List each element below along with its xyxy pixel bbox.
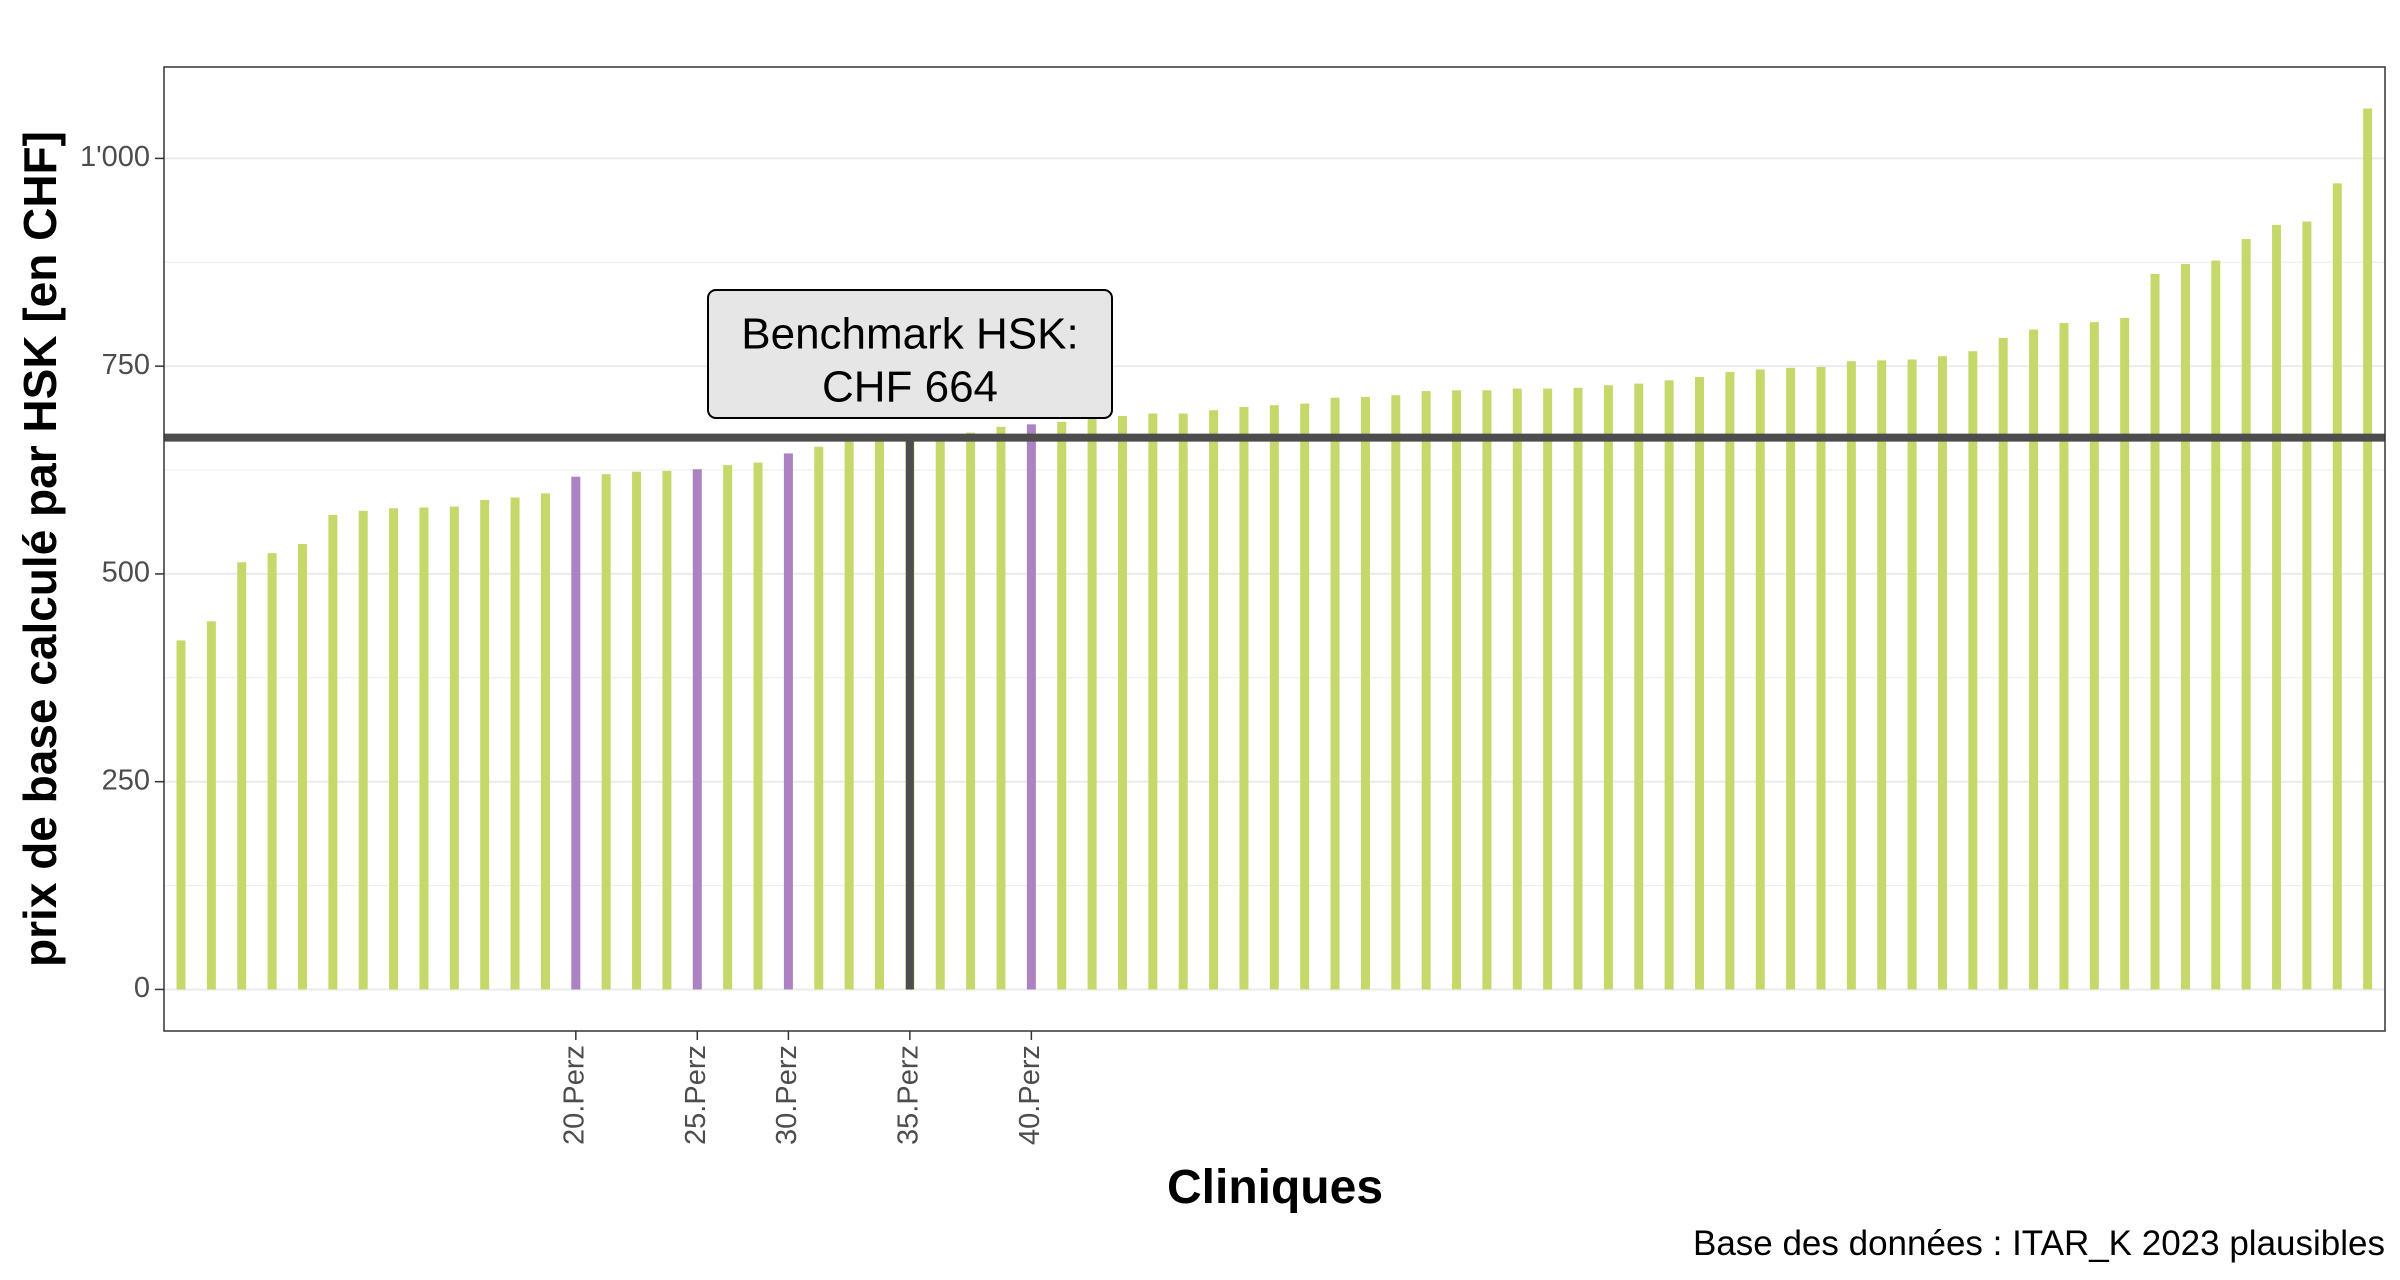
clinic-bar [844, 440, 854, 990]
clinic-bar [1937, 356, 1947, 990]
clinic-bar [814, 446, 824, 990]
percentile-bar [783, 453, 793, 990]
clinic-bar [328, 514, 338, 990]
benchmark-lines [164, 433, 2385, 990]
clinic-bar [1452, 390, 1462, 990]
clinic-bar [267, 553, 277, 990]
clinic-bar [1269, 405, 1279, 990]
benchmark-label-line1: Benchmark HSK: [741, 310, 1078, 359]
clinic-bar [1300, 403, 1310, 990]
percentile-bar [571, 476, 581, 990]
clinic-bar [1816, 367, 1826, 990]
clinic-bar [1755, 369, 1765, 990]
x-tick-label: 30.Perz [771, 1045, 803, 1145]
clinic-bar [1330, 397, 1340, 990]
clinic-bar [2089, 322, 2099, 990]
y-axis-title: prix de base calculé par HSK [en CHF] [14, 131, 66, 967]
clinic-bar [2059, 322, 2069, 990]
clinic-bar [176, 640, 186, 990]
clinic-bar [753, 462, 763, 990]
clinic-bar [1907, 359, 1917, 990]
clinic-bar [449, 506, 459, 990]
clinic-bar [2150, 273, 2160, 990]
clinic-bar [1512, 388, 1522, 990]
clinic-bar [1695, 376, 1704, 990]
clinic-bar [1421, 391, 1431, 990]
clinic-bar [723, 465, 733, 990]
clinic-bar [389, 508, 399, 990]
clinic-bar [237, 562, 247, 990]
clinic-bar [2272, 224, 2282, 990]
clinic-bar [1209, 410, 1219, 990]
x-tick-label: 25.Perz [680, 1045, 712, 1145]
clinic-bar [358, 510, 368, 990]
clinic-bar [1603, 385, 1613, 990]
clinic-bar [1573, 387, 1583, 990]
clinic-bar [1360, 396, 1370, 990]
clinic-bar [2332, 183, 2342, 990]
clinic-bar [935, 436, 945, 990]
clinic-bar [1057, 421, 1067, 990]
plot-panel-border [163, 66, 2386, 1032]
y-tick-label: 1'000 [80, 141, 150, 173]
clinic-bar [2211, 260, 2221, 990]
y-tick-label: 500 [102, 557, 150, 589]
clinic-bar [1725, 371, 1735, 990]
percentile-bar [692, 469, 702, 990]
percentile-bar [1026, 424, 1036, 990]
chart-caption: Base des données : ITAR_K 2023 plausible… [1693, 1224, 2385, 1263]
clinic-bar [875, 439, 885, 990]
clinic-bar [1087, 417, 1097, 990]
benchmark-label-line2: CHF 664 [822, 363, 998, 412]
clinic-bar [2363, 108, 2373, 990]
clinic-bar [2241, 239, 2251, 990]
clinic-bar [601, 474, 611, 990]
x-tick-label: 20.Perz [558, 1045, 590, 1145]
clinic-bar [2302, 221, 2312, 990]
y-axis-ticks: 0 250 500 750 1'000 [80, 141, 164, 1004]
x-axis-ticks: 20.Perz 25.Perz 30.Perz 35.Perz 40.Perz [558, 1031, 1046, 1145]
clinic-bar [996, 426, 1006, 990]
clinic-bar [2029, 329, 2039, 990]
clinic-bar [1391, 395, 1401, 990]
clinic-bar [1239, 406, 1249, 990]
x-tick-label: 40.Perz [1014, 1045, 1046, 1145]
clinic-bar [966, 432, 976, 990]
x-axis-title: Cliniques [1167, 1161, 1383, 1214]
clinic-bar [2180, 263, 2190, 990]
bars [176, 108, 2373, 990]
benchmark-label: Benchmark HSK:CHF 664 [707, 289, 1113, 419]
clinic-bar [297, 544, 307, 990]
clinic-bar [1877, 360, 1887, 990]
y-tick-label: 750 [102, 349, 150, 381]
clinic-bar [1846, 361, 1856, 990]
clinic-bar [632, 471, 642, 990]
clinic-bar [1148, 413, 1158, 990]
clinic-bar [1634, 383, 1644, 990]
clinic-bar [1786, 367, 1796, 990]
clinic-bar [1543, 388, 1553, 990]
clinic-bar [480, 499, 490, 990]
y-tick-label: 0 [134, 972, 150, 1004]
clinic-bar [2120, 317, 2130, 990]
clinic-bar [419, 507, 429, 990]
clinic-bar [662, 470, 672, 990]
benchmark-label-box [707, 289, 1113, 419]
clinic-bar [510, 497, 520, 990]
clinic-bar [1998, 337, 2008, 990]
clinic-bar [540, 493, 550, 990]
clinic-bar [206, 621, 216, 990]
x-tick-label: 35.Perz [893, 1045, 925, 1145]
clinic-bar [1968, 351, 1978, 990]
clinic-bar [1117, 416, 1127, 990]
clinic-bar [1178, 413, 1188, 990]
y-tick-label: 250 [102, 764, 150, 796]
clinic-bar [1664, 380, 1674, 990]
clinic-bar [1482, 390, 1492, 990]
